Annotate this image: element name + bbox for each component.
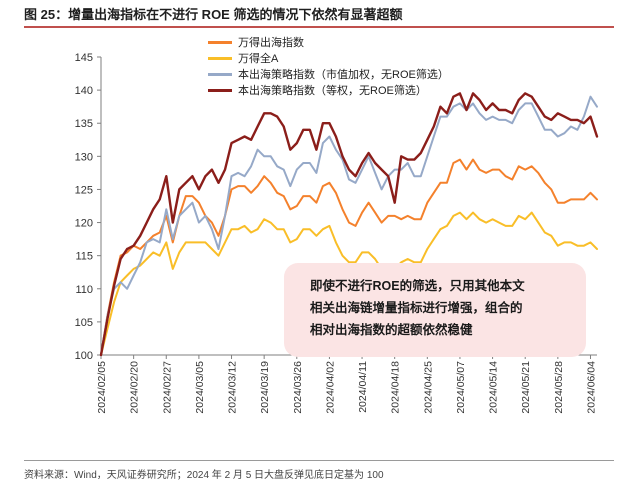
legend-swatch [208,40,232,44]
x-tick-label: 2024/06/04 [585,361,597,414]
legend-swatch [208,72,232,76]
annotation-line: 即使不进行ROE的筛选，只用其他本文 [310,279,525,293]
x-tick-label: 2024/04/25 [422,361,434,414]
legend-item: 本出海策略指数（市值加权，无ROE筛选） [208,66,449,82]
legend-swatch [208,56,232,60]
title-underline [24,26,614,28]
legend-label: 本出海策略指数（等权，无ROE筛选） [238,85,427,97]
footer-divider [24,460,614,461]
x-tick-label: 2024/03/26 [292,361,304,414]
y-tick-label: 130 [75,151,93,163]
y-tick-label: 145 [75,52,93,64]
y-tick-label: 125 [75,184,93,196]
y-tick-label: 115 [75,251,93,263]
legend-item: 万得出海指数 [208,34,449,50]
y-tick-label: 105 [75,317,93,329]
legend-label: 本出海策略指数（市值加权，无ROE筛选） [238,69,449,81]
series-line [100,95,598,356]
y-tick-label: 140 [75,85,93,97]
y-tick-label: 100 [75,350,93,362]
annotation-line: 相关出海链增量指标进行增强，组合的 [310,301,523,315]
figure-title: 图 25：增量出海指标在不进行 ROE 筛选的情况下依然有显著超额 [24,7,403,22]
x-tick-label: 2024/05/07 [455,361,467,414]
source-note: 资料来源：Wind，天风证券研究所；2024 年 2 月 5 日大盘反弹见底日定… [24,470,384,481]
legend-label: 万得出海指数 [238,37,304,49]
x-tick-label: 2024/03/19 [259,361,271,414]
legend-swatch [208,88,232,92]
x-tick-label: 2024/04/18 [390,361,402,414]
annotation-line: 相对出海指数的超额依然稳健 [310,323,473,337]
legend-item: 万得全A [208,50,449,66]
x-tick-label: 2024/03/12 [227,361,239,414]
x-tick-label: 2024/05/21 [520,361,532,414]
y-tick-label: 120 [75,218,93,230]
x-tick-label: 2024/05/14 [488,361,500,414]
chart-legend: 万得出海指数 万得全A 本出海策略指数（市值加权，无ROE筛选） 本出海策略指数… [208,34,449,98]
x-tick-label: 2024/04/02 [324,361,336,414]
legend-item: 本出海策略指数（等权，无ROE筛选） [208,82,449,98]
series-line [100,211,598,356]
legend-label: 万得全A [238,53,279,65]
x-tick-label: 2024/04/11 [357,361,369,413]
x-tick-label: 2024/05/28 [553,361,565,414]
annotation-box: 即使不进行ROE的筛选，只用其他本文 相关出海链增量指标进行增强，组合的 相对出… [284,263,586,357]
series-line [99,92,599,357]
y-tick-label: 135 [75,118,93,130]
x-tick-label: 2024/03/05 [194,361,206,414]
x-tick-label: 2024/02/20 [129,361,141,414]
x-tick-label: 2024/02/27 [161,361,173,414]
y-tick-label: 110 [75,284,93,296]
series-line [100,158,598,356]
x-tick-label: 2024/02/05 [96,361,108,414]
